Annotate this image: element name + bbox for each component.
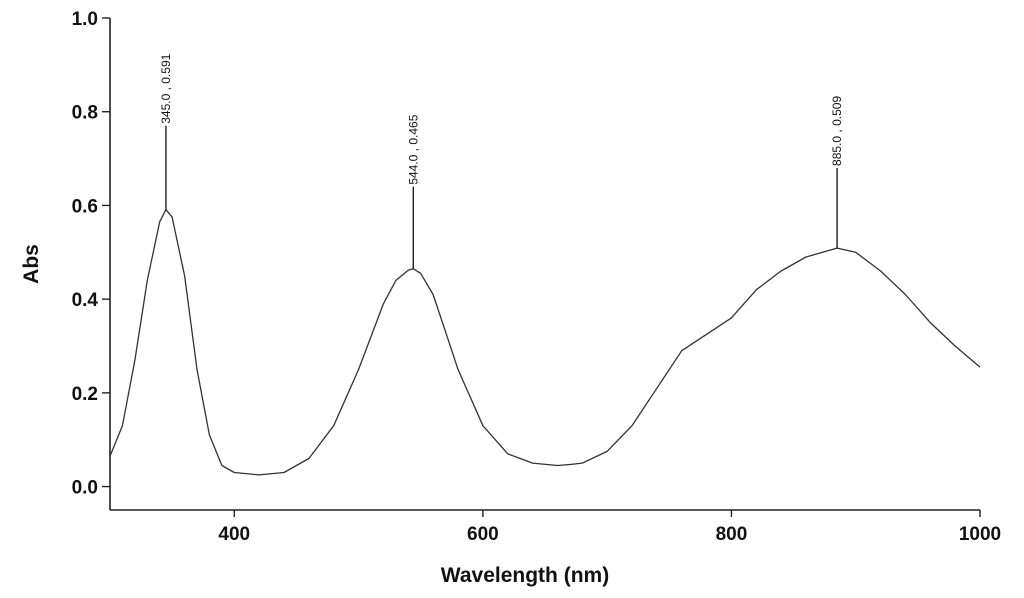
series-line (109, 208, 981, 476)
y-axis-title: Abs (20, 244, 43, 284)
x-tick-label: 1000 (959, 524, 1001, 545)
x-tick-label: 400 (218, 524, 250, 545)
peak-label: 885.0 , 0.509 (830, 96, 844, 166)
peak-label: 544.0 , 0.465 (406, 114, 420, 184)
y-tick-label: 0.8 (72, 103, 98, 124)
x-axis-ticks: 400 600 800 1000 (218, 510, 1001, 545)
y-tick-label: 0.6 (72, 196, 98, 217)
x-axis-title: Wavelength (nm) (441, 564, 609, 587)
peak-label: 345.0 , 0.591 (159, 53, 173, 123)
x-tick-label: 800 (716, 524, 748, 545)
y-tick-label: 0.4 (72, 290, 99, 311)
y-tick-label: 1.0 (72, 9, 98, 30)
y-axis-ticks: 0.0 0.2 0.4 0.6 0.8 1.0 (72, 9, 110, 499)
peak-annotations: 345.0 , 0.591 544.0 , 0.465 885.0 , 0.509 (159, 53, 844, 269)
axes (109, 18, 980, 511)
y-tick-label: 0.2 (72, 384, 98, 405)
y-tick-label: 0.0 (72, 478, 98, 499)
x-tick-label: 600 (467, 524, 499, 545)
series-group (109, 208, 981, 476)
